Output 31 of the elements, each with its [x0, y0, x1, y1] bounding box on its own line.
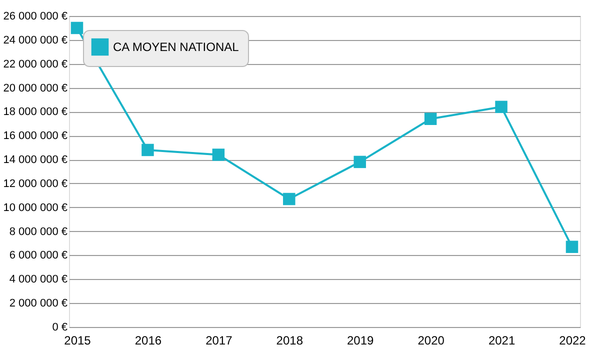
point: [70, 22, 84, 34]
x-tick-label: 2015: [64, 334, 92, 348]
y-tick-label: 26 000 000 €: [3, 10, 68, 22]
x-tick-label: 2020: [418, 334, 445, 348]
y-tick-label: 24 000 000 €: [3, 34, 68, 46]
y-tick-label: 16 000 000 €: [3, 130, 68, 142]
point: [283, 192, 296, 206]
x-tick-label: 2019: [347, 334, 374, 348]
x-tick-label: 2021: [488, 334, 516, 348]
y-tick-label: 12 000 000 €: [3, 178, 68, 190]
point: [566, 240, 578, 253]
x-tick-label: 2016: [134, 334, 162, 348]
y-tick-label: 10 000 000 €: [3, 202, 68, 214]
y-tick-label: 4 000 000 €: [9, 274, 68, 286]
y-tick-label: 6 000 000 €: [9, 250, 68, 262]
x-tick-label: 2022: [559, 334, 586, 348]
point: [354, 156, 366, 168]
point: [142, 144, 154, 156]
y-tick-label: 14 000 000 €: [3, 154, 68, 166]
y-tick-label: 2 000 000 €: [9, 298, 68, 310]
point: [495, 100, 508, 114]
y-tick-label: 8 000 000 €: [9, 226, 68, 238]
y-tick-label: 0 €: [52, 322, 68, 334]
point: [212, 148, 225, 161]
y-tick-label: 18 000 000 €: [3, 106, 68, 118]
x-tick-label: 2017: [206, 334, 233, 348]
point: [424, 112, 437, 125]
legend-label: CA MOYEN NATIONAL: [113, 40, 240, 54]
x-tick-label: 2018: [276, 334, 304, 348]
y-tick-label: 20 000 000 €: [3, 82, 68, 94]
y-tick-label: 22 000 000 €: [3, 58, 68, 70]
